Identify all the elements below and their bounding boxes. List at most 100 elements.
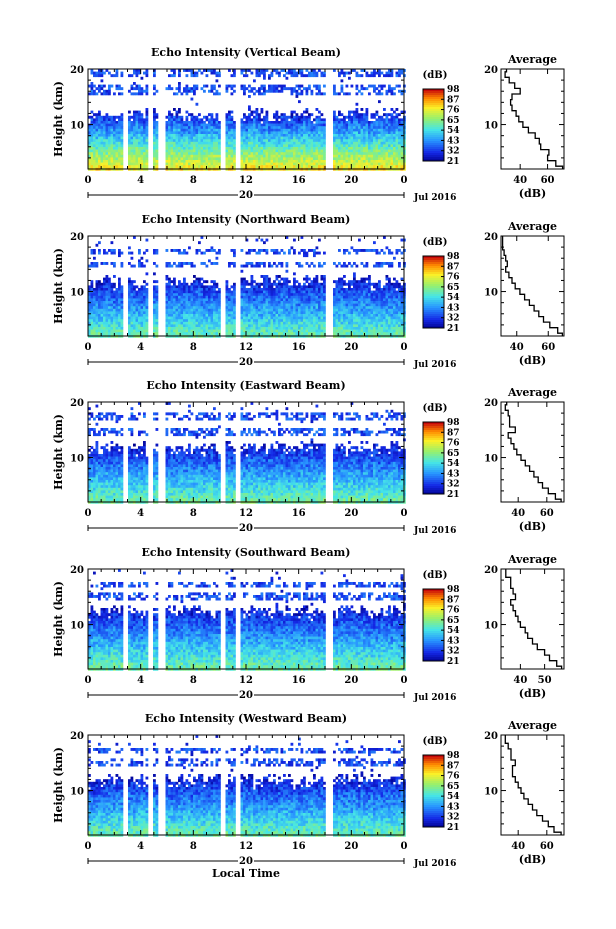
heatmap-cell xyxy=(228,131,231,135)
heatmap-cell xyxy=(118,306,121,310)
heatmap-cell xyxy=(310,113,314,117)
heatmap-cell xyxy=(208,157,211,161)
heatmap-cell xyxy=(90,110,94,114)
heatmap-cell xyxy=(103,319,106,323)
heatmap-cell xyxy=(143,152,146,156)
heatmap-cell xyxy=(190,123,194,127)
heatmap-cell xyxy=(273,262,276,265)
heatmap-cell xyxy=(105,113,109,117)
heatmap-cell xyxy=(233,254,236,258)
heatmap-cell xyxy=(225,321,229,325)
heatmap-cell xyxy=(363,160,366,163)
heatmap-cell xyxy=(290,288,294,291)
heatmap-cell xyxy=(108,152,111,156)
heatmap-cell xyxy=(368,136,371,140)
heatmap-cell xyxy=(178,321,181,325)
heatmap-cell xyxy=(90,92,94,96)
heatmap-cell xyxy=(265,298,269,302)
heatmap-cell xyxy=(93,136,96,140)
heatmap-cell xyxy=(310,290,314,294)
heatmap-cell xyxy=(215,293,219,297)
heatmap-cell xyxy=(273,84,276,88)
heatmap-cell xyxy=(303,316,306,320)
heatmap-cell xyxy=(165,298,169,302)
heatmap-cell xyxy=(168,147,171,150)
heatmap-cell xyxy=(268,147,271,150)
heatmap-cell xyxy=(210,306,214,310)
heatmap-cell xyxy=(310,321,314,325)
heatmap-cell xyxy=(213,71,216,75)
heatmap-cell xyxy=(298,136,301,140)
heatmap-cell xyxy=(103,321,106,325)
heatmap-cell xyxy=(338,131,341,135)
heatmap-cell xyxy=(280,321,284,325)
heatmap-cell xyxy=(273,139,276,143)
heatmap-cell xyxy=(285,269,289,273)
heatmap-cell xyxy=(153,308,156,312)
heatmap-cell xyxy=(110,321,114,325)
heatmap-cell xyxy=(210,144,214,148)
heatmap-cell xyxy=(190,87,194,91)
heatmap-cell xyxy=(93,256,96,260)
heatmap-cell xyxy=(203,321,206,325)
heatmap-cell xyxy=(305,329,309,333)
heatmap-cell xyxy=(293,131,296,135)
heatmap-cell xyxy=(290,303,294,307)
heatmap-cell xyxy=(245,301,249,304)
heatmap-cell xyxy=(105,295,109,299)
heatmap-cell xyxy=(240,162,244,166)
heatmap-cell xyxy=(170,131,174,135)
heatmap-cell xyxy=(155,157,159,161)
heatmap-cell xyxy=(300,118,304,122)
heatmap-cell xyxy=(265,280,269,284)
heatmap-cell xyxy=(188,262,191,265)
heatmap-cell xyxy=(273,115,276,119)
heatmap-cell xyxy=(145,327,149,330)
heatmap-cell xyxy=(340,139,344,143)
heatmap-cell xyxy=(218,324,221,328)
heatmap-cell xyxy=(370,84,374,88)
heatmap-cell xyxy=(170,118,174,122)
heatmap-cell xyxy=(198,277,201,281)
heatmap-cell xyxy=(305,152,309,156)
heatmap-cell xyxy=(128,324,131,328)
heatmap-cell xyxy=(395,152,399,156)
heatmap-cell xyxy=(100,154,104,158)
heatmap-cell xyxy=(213,301,216,304)
heatmap-cell xyxy=(253,314,256,317)
heatmap-cell xyxy=(283,113,286,117)
heatmap-cell xyxy=(90,324,94,328)
heatmap-cell xyxy=(195,311,199,315)
heatmap-cell xyxy=(393,139,396,143)
colorbar-swatch xyxy=(423,89,444,92)
heatmap-cell xyxy=(285,147,289,150)
heatmap-cell xyxy=(348,92,351,96)
heatmap-cell xyxy=(353,149,356,153)
heatmap-cell xyxy=(108,329,111,333)
heatmap-cell xyxy=(135,115,139,119)
heatmap-cell xyxy=(255,327,259,330)
heatmap-cell xyxy=(363,123,366,127)
heatmap-cell xyxy=(258,160,261,163)
heatmap-cell xyxy=(280,113,284,117)
heatmap-cell xyxy=(283,280,286,284)
heatmap-cell xyxy=(380,92,384,96)
heatmap-cell xyxy=(118,92,121,96)
heatmap-cell xyxy=(363,144,366,148)
heatmap-cell xyxy=(193,128,196,132)
heatmap-cell xyxy=(280,165,284,169)
heatmap-cell xyxy=(193,290,196,294)
heatmap-cell xyxy=(100,165,104,169)
heatmap-cell xyxy=(228,123,231,127)
heatmap-cell xyxy=(268,264,271,268)
heatmap-cell xyxy=(100,87,104,91)
heatmap-cell xyxy=(105,144,109,148)
heatmap-cell xyxy=(155,144,159,148)
heatmap-cell xyxy=(215,126,219,130)
heatmap-cell xyxy=(378,123,381,127)
heatmap-cell xyxy=(340,154,344,158)
heatmap-cell xyxy=(313,74,316,78)
heatmap-cell xyxy=(255,147,259,150)
heatmap-cell xyxy=(183,154,186,158)
heatmap-cell xyxy=(365,110,369,114)
